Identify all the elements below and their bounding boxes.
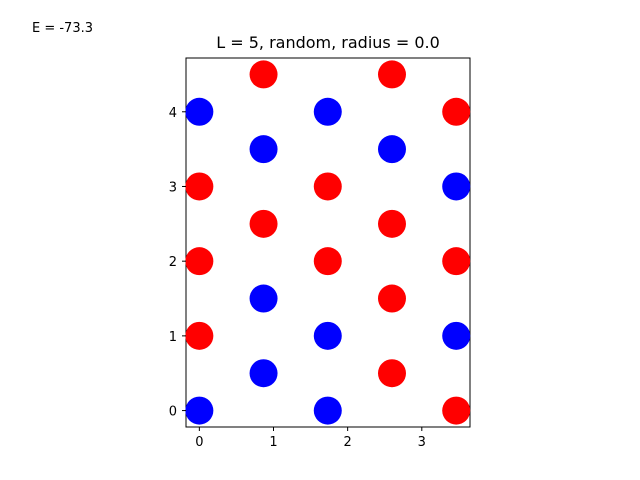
data-point-red-14 xyxy=(377,209,406,238)
x-tick-label: 1 xyxy=(269,435,277,450)
points-layer xyxy=(185,60,471,425)
data-point-blue-1 xyxy=(313,396,342,425)
data-point-red-10 xyxy=(185,247,214,276)
data-point-red-5 xyxy=(185,321,214,350)
data-point-blue-3 xyxy=(249,359,278,388)
x-axis: 0 1 2 3 xyxy=(195,427,426,450)
y-tick-label: 0 xyxy=(169,405,177,420)
data-point-blue-20 xyxy=(185,97,214,126)
data-point-blue-19 xyxy=(377,135,406,164)
data-point-blue-7 xyxy=(442,321,471,350)
data-point-red-2 xyxy=(442,396,471,425)
chart-title: L = 5, random, radius = 0.0 xyxy=(216,33,440,52)
x-tick-label: 3 xyxy=(418,435,426,450)
y-tick-label: 2 xyxy=(169,255,177,270)
y-axis: 0 1 2 3 4 xyxy=(169,106,186,420)
data-point-blue-0 xyxy=(185,396,214,425)
plot-area xyxy=(185,57,471,428)
data-point-red-12 xyxy=(442,247,471,276)
data-point-blue-17 xyxy=(442,172,471,201)
data-point-red-24 xyxy=(377,60,406,89)
x-tick-label: 0 xyxy=(195,435,203,450)
data-point-blue-18 xyxy=(249,135,278,164)
y-tick-label: 4 xyxy=(169,106,177,121)
data-point-blue-21 xyxy=(313,97,342,126)
y-tick-label: 1 xyxy=(169,330,177,345)
data-point-blue-6 xyxy=(313,321,342,350)
energy-readout: E = -73.3 xyxy=(32,21,94,36)
data-point-red-9 xyxy=(377,284,406,313)
x-tick-label: 2 xyxy=(344,435,352,450)
data-point-red-11 xyxy=(313,247,342,276)
data-point-red-13 xyxy=(249,209,278,238)
data-point-red-16 xyxy=(313,172,342,201)
data-point-red-22 xyxy=(442,97,471,126)
data-point-red-4 xyxy=(377,359,406,388)
data-point-blue-8 xyxy=(249,284,278,313)
y-tick-label: 3 xyxy=(169,180,177,195)
data-point-red-23 xyxy=(249,60,278,89)
data-point-red-15 xyxy=(185,172,214,201)
